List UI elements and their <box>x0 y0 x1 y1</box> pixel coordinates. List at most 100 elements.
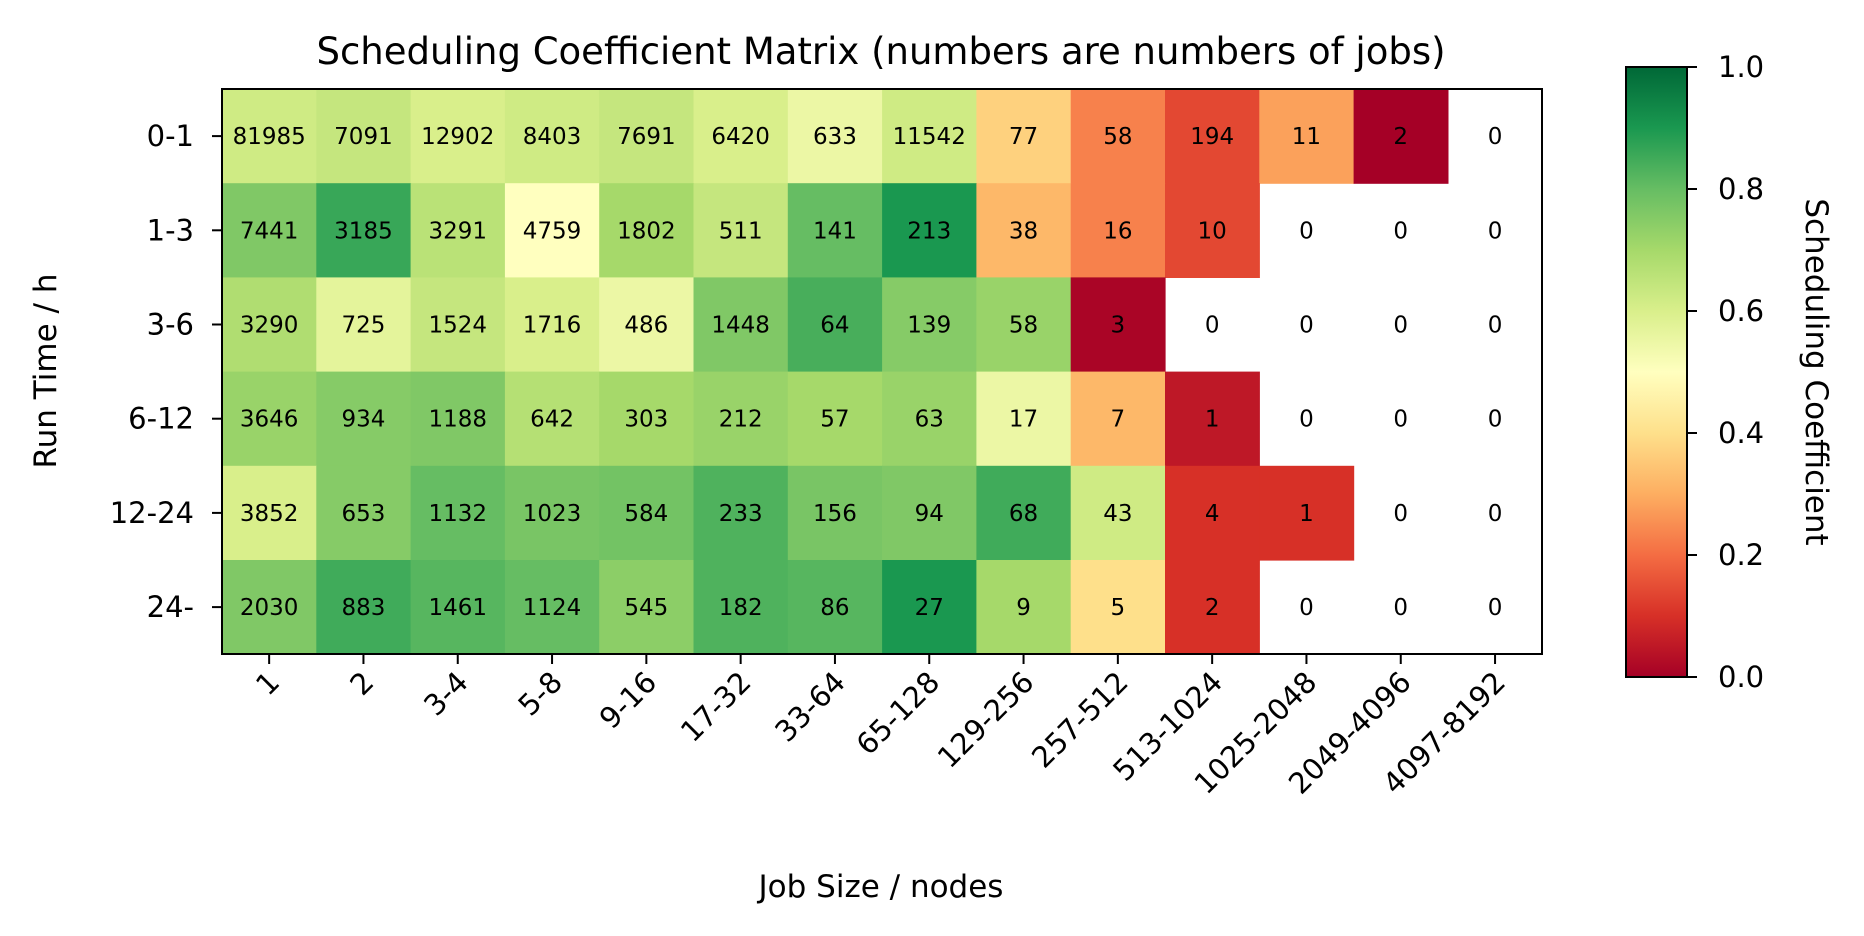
cell-count-label: 5 <box>1111 595 1126 621</box>
cell-count-label: 64 <box>820 313 849 339</box>
heatmap-cell <box>504 277 600 373</box>
x-tick-label: 1 <box>249 665 286 702</box>
heatmap-cell <box>1070 277 1166 373</box>
cell-count-label: 9 <box>1016 595 1031 621</box>
heatmap-cell <box>504 89 600 184</box>
cell-count-label: 1524 <box>428 313 487 339</box>
heatmap-cell <box>787 183 883 278</box>
y-tick-label: 3-6 <box>147 308 194 342</box>
colorbar-tick-label: 0.4 <box>1718 416 1764 450</box>
cell-count-label: 0 <box>1393 595 1408 621</box>
cell-count-label: 58 <box>1009 313 1038 339</box>
heatmap-cell <box>222 465 317 561</box>
y-tick-label: 0-1 <box>147 119 194 153</box>
cell-count-label: 642 <box>530 407 574 433</box>
heatmap-cell <box>882 371 977 467</box>
heatmap-cell <box>882 277 977 373</box>
heatmap-cell <box>1165 465 1260 561</box>
cell-count-label: 0 <box>1488 501 1503 527</box>
heatmap-cell <box>882 560 977 655</box>
cell-count-label: 233 <box>719 501 763 527</box>
cell-count-label: 0 <box>1393 407 1408 433</box>
cell-count-label: 11542 <box>893 124 966 150</box>
cell-count-label: 139 <box>907 313 951 339</box>
heatmap-cell <box>976 277 1072 373</box>
x-tick-label: 2 <box>343 665 380 702</box>
heatmap-cell <box>693 560 789 655</box>
plot-frame <box>221 88 1543 655</box>
cell-count-label: 2 <box>1205 595 1220 621</box>
heatmap-cell <box>316 560 412 655</box>
heatmap-cell <box>316 371 412 467</box>
heatmap-cell <box>599 277 695 373</box>
x-tick-label: 33-64 <box>768 665 852 749</box>
cell-count-label: 303 <box>624 407 668 433</box>
colorbar-label: Scheduling Coefficient <box>1798 198 1834 545</box>
heatmap-cell <box>882 183 977 278</box>
heatmap-cell <box>976 465 1072 561</box>
heatmap-cell <box>787 371 883 467</box>
heatmap-cell <box>410 277 506 373</box>
heatmap-cell <box>222 89 317 184</box>
cell-count-label: 653 <box>341 501 385 527</box>
cell-count-label: 43 <box>1103 501 1132 527</box>
heatmap-cell <box>599 183 695 278</box>
heatmap-cell <box>1165 89 1260 184</box>
heatmap-cell <box>222 560 317 655</box>
cell-count-label: 0 <box>1488 595 1503 621</box>
heatmap-cell <box>693 371 789 467</box>
x-axis-label: Job Size / nodes <box>757 869 1004 905</box>
cell-count-label: 213 <box>907 218 951 244</box>
heatmap-cell <box>1353 89 1449 184</box>
cell-count-label: 1 <box>1205 407 1220 433</box>
cell-count-label: 11 <box>1292 124 1321 150</box>
cell-count-label: 511 <box>719 218 763 244</box>
heatmap-cell <box>504 465 600 561</box>
cell-count-label: 86 <box>820 595 849 621</box>
cell-count-label: 0 <box>1299 313 1314 339</box>
cell-count-label: 584 <box>624 501 668 527</box>
heatmap-cell <box>693 465 789 561</box>
heatmap-cell <box>410 371 506 467</box>
cell-count-label: 883 <box>341 595 385 621</box>
colorbar-tick-label: 0.6 <box>1718 294 1764 328</box>
cell-count-label: 1716 <box>523 313 582 339</box>
cell-count-label: 4759 <box>523 218 582 244</box>
cell-count-label: 12902 <box>421 124 494 150</box>
heatmap-cell <box>882 465 977 561</box>
cell-count-label: 156 <box>813 501 857 527</box>
cell-count-label: 3646 <box>240 407 299 433</box>
heatmap-cell <box>1259 89 1355 184</box>
heatmap-cell <box>976 89 1072 184</box>
y-tick-label: 12-24 <box>110 496 194 530</box>
heatmap-cell <box>1070 183 1166 278</box>
colorbar-tick-label: 0.8 <box>1718 172 1764 206</box>
cell-count-label: 0 <box>1205 313 1220 339</box>
cell-count-label: 10 <box>1198 218 1227 244</box>
cell-count-label: 38 <box>1009 218 1038 244</box>
heatmap-cell <box>410 89 506 184</box>
cell-count-label: 934 <box>341 407 385 433</box>
cell-count-label: 8403 <box>523 124 582 150</box>
heatmap-cell <box>1259 465 1355 561</box>
heatmap-cell <box>693 277 789 373</box>
x-tick-label: 9-16 <box>593 665 664 736</box>
heatmap-cell <box>1070 89 1166 184</box>
cell-count-label: 1448 <box>711 313 770 339</box>
heatmap-cell <box>504 183 600 278</box>
cell-count-label: 7441 <box>240 218 299 244</box>
cell-count-label: 0 <box>1488 124 1503 150</box>
x-tick-label: 3-4 <box>417 665 475 723</box>
heatmap-cell <box>787 465 883 561</box>
heatmap-cell <box>222 183 317 278</box>
heatmap-cell <box>1165 560 1260 655</box>
cell-count-label: 486 <box>624 313 668 339</box>
heatmap-cell <box>410 560 506 655</box>
cell-count-label: 1188 <box>428 407 487 433</box>
heatmap-cell <box>504 560 600 655</box>
cell-count-label: 3185 <box>334 218 393 244</box>
cell-count-label: 0 <box>1488 313 1503 339</box>
cell-count-label: 81985 <box>233 124 306 150</box>
cell-count-label: 16 <box>1103 218 1132 244</box>
